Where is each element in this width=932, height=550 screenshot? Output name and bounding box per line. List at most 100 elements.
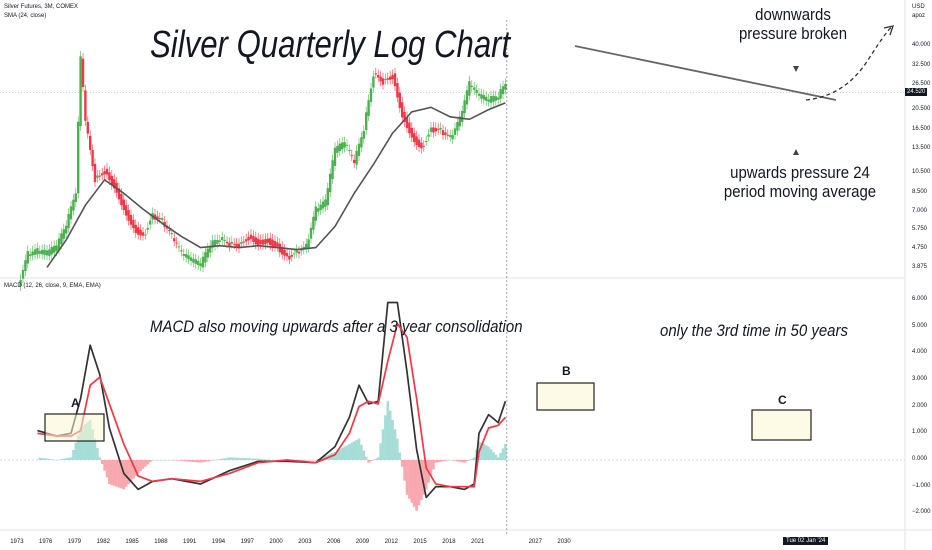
candle-body bbox=[288, 255, 291, 260]
candle-body bbox=[271, 239, 274, 247]
histogram-bar bbox=[348, 443, 351, 460]
time-tick-label: 2018 bbox=[442, 539, 456, 545]
candle-body bbox=[45, 250, 49, 256]
candle-body bbox=[36, 248, 39, 255]
candle-body bbox=[341, 142, 344, 150]
time-tick-label: 2030 bbox=[557, 539, 571, 545]
histogram-bar bbox=[444, 460, 447, 461]
candle-body bbox=[31, 251, 34, 256]
time-tick-label: 1976 bbox=[39, 539, 53, 545]
candle-body bbox=[408, 122, 411, 134]
candle-body bbox=[216, 239, 219, 244]
histogram-bar bbox=[117, 460, 121, 488]
projection-curve bbox=[805, 26, 893, 101]
candle-body bbox=[295, 249, 298, 253]
histogram-bar bbox=[480, 442, 483, 460]
candle-body bbox=[24, 260, 27, 272]
resistance-trendline bbox=[574, 45, 837, 101]
candle-body bbox=[120, 193, 123, 206]
histogram-bar bbox=[67, 457, 70, 460]
histogram-bar bbox=[132, 460, 135, 479]
candle-body bbox=[350, 155, 353, 157]
histogram-bar bbox=[432, 460, 435, 470]
histogram-bar bbox=[134, 460, 138, 477]
histogram-bar bbox=[172, 460, 176, 461]
candle-body bbox=[396, 82, 399, 98]
candle-body bbox=[300, 250, 303, 252]
histogram-bar bbox=[465, 460, 469, 462]
candle-body bbox=[180, 250, 183, 252]
candle-body bbox=[369, 88, 373, 102]
candle-body bbox=[345, 144, 349, 146]
histogram-bar bbox=[84, 423, 87, 460]
candle-body bbox=[446, 134, 449, 136]
histogram-bar bbox=[55, 460, 58, 461]
histogram-bar bbox=[410, 460, 414, 503]
price-tick-label: 8.500 bbox=[912, 189, 928, 196]
candle-body bbox=[494, 96, 497, 101]
macd-tick-label: 3.000 bbox=[912, 375, 928, 382]
histogram-bar bbox=[223, 458, 226, 460]
candle-body bbox=[249, 234, 253, 239]
candle-body bbox=[175, 242, 178, 244]
candle-body bbox=[81, 58, 85, 87]
histogram-bar bbox=[189, 460, 193, 462]
candle-body bbox=[105, 168, 109, 175]
histogram-bar bbox=[124, 460, 128, 487]
histogram-bar bbox=[400, 460, 404, 467]
candle-body bbox=[437, 128, 440, 130]
candle-body bbox=[427, 134, 430, 137]
candle-body bbox=[144, 234, 147, 236]
macd-lines bbox=[37, 301, 507, 499]
histogram-bar bbox=[352, 441, 356, 460]
candle-body bbox=[101, 173, 104, 176]
candle-body bbox=[329, 173, 332, 193]
histogram-bar bbox=[439, 460, 442, 462]
histogram-bar bbox=[494, 454, 498, 460]
projection-arrowhead-icon bbox=[883, 25, 894, 36]
candle-body bbox=[74, 193, 77, 202]
histogram-bar bbox=[182, 460, 186, 462]
time-tick-label: 1973 bbox=[10, 539, 24, 545]
candle-body bbox=[441, 130, 445, 135]
histogram-bar bbox=[175, 460, 178, 461]
up-arrow-icon bbox=[793, 149, 799, 155]
candle-body bbox=[161, 218, 164, 220]
candle-body bbox=[374, 73, 377, 75]
histogram-bar bbox=[110, 460, 114, 485]
candle-body bbox=[252, 236, 255, 242]
candle-body bbox=[108, 172, 111, 181]
candle-body bbox=[67, 213, 70, 229]
symbol-label: Silver Futures, 3M, COMEX bbox=[4, 4, 79, 10]
macd-tick-label: 0.000 bbox=[912, 456, 928, 462]
histogram-bar bbox=[384, 415, 387, 460]
candle-body bbox=[125, 205, 128, 216]
histogram-bar bbox=[350, 442, 354, 460]
histogram-bar bbox=[408, 460, 411, 499]
candle-body bbox=[242, 241, 245, 243]
candle-body bbox=[96, 175, 99, 178]
box-b-label: B bbox=[562, 364, 571, 378]
histogram-bar bbox=[139, 460, 142, 472]
candle-body bbox=[86, 121, 89, 134]
candle-body bbox=[326, 188, 329, 206]
histogram-bar bbox=[429, 460, 433, 477]
histogram-bar bbox=[76, 435, 80, 460]
candle-body bbox=[182, 254, 185, 256]
candle-body bbox=[26, 251, 29, 264]
current-date-tag: Tue 02 Jan '24 bbox=[783, 537, 829, 545]
histogram-bar bbox=[340, 447, 344, 460]
candle-body bbox=[343, 142, 346, 148]
candle-body bbox=[113, 179, 116, 189]
candle-body bbox=[247, 236, 250, 241]
histogram-bar bbox=[141, 460, 145, 469]
histogram-bar bbox=[374, 458, 378, 460]
currency-label: USD bbox=[912, 4, 925, 10]
histogram-bar bbox=[50, 459, 54, 460]
histogram-bar bbox=[170, 460, 174, 461]
candle-body bbox=[158, 218, 161, 220]
scale-mode-label[interactable]: apoz bbox=[912, 13, 926, 19]
histogram-bar bbox=[146, 460, 150, 465]
histogram-bar bbox=[62, 458, 66, 460]
histogram-bar bbox=[268, 459, 272, 461]
